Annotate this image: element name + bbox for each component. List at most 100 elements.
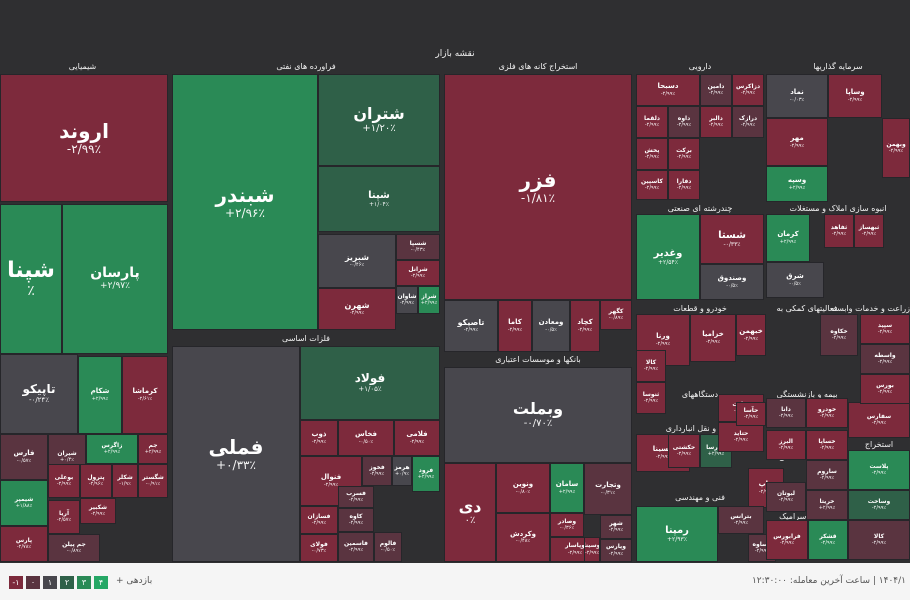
stock-tile[interactable]: اروند -۲/۹۹٪	[0, 74, 168, 202]
stock-tile[interactable]: شکلر -۱/۹٪	[112, 464, 138, 498]
stock-tile[interactable]: ثبهساز -۲/۹۹٪	[854, 214, 884, 248]
stock-tile[interactable]: فرود +۲/۹۹٪	[412, 456, 440, 492]
stock-tile[interactable]: وصندوق -۰/۵٪	[700, 264, 764, 300]
stock-tile[interactable]: فملی +۰/۳۳٪	[172, 346, 300, 562]
stock-tile[interactable]: آریا -۲/۵۷٪	[48, 500, 80, 534]
stock-tile[interactable]: شپنا +۱/۰۴٪	[318, 166, 440, 232]
stock-tile[interactable]: دالبر -۲/۹۹٪	[700, 106, 732, 138]
stock-tile[interactable]: فولاد +۱/۰۵٪	[300, 346, 440, 420]
stock-tile[interactable]: شگستر -۰/۹۱٪	[138, 464, 168, 498]
stock-tile[interactable]: واسطه -۲/۹۹٪	[860, 344, 910, 374]
stock-tile[interactable]: دلقما -۲/۹۹٪	[636, 106, 668, 138]
stock-tile[interactable]: خساپا -۲/۹۹٪	[806, 430, 848, 460]
stock-tile[interactable]: وسینا -۲/۹۹٪	[584, 537, 600, 562]
stock-tile[interactable]: کاسپین -۲/۹۹٪	[636, 170, 668, 200]
stock-tile[interactable]: دزاکرس -۲/۹۹٪	[732, 74, 764, 106]
stock-tile[interactable]: داوه -۲/۹۹٪	[668, 106, 700, 138]
stock-tile[interactable]: دی ۰٪	[444, 463, 496, 562]
stock-tile[interactable]: بوعلی -۲/۹۹٪	[48, 464, 80, 498]
stock-tile[interactable]: کاما -۲/۹۹٪	[498, 300, 532, 352]
stock-tile[interactable]: پخش -۲/۹۹٪	[636, 138, 668, 170]
stock-tile[interactable]: وبهمن -۲/۹۹٪	[882, 118, 910, 178]
stock-tile[interactable]: حآسا -۲/۹۹٪	[736, 402, 766, 426]
stock-tile[interactable]: شیمپر +۱/۸۸٪	[0, 480, 48, 526]
stock-tile[interactable]: وکردش -۰/۴۸٪	[496, 513, 550, 562]
stock-tile[interactable]: وساپا -۲/۹۹٪	[828, 74, 882, 118]
stock-tile[interactable]: خبهمن -۲/۹۹٪	[736, 314, 766, 356]
stock-tile[interactable]: شهر -۲/۹۹٪	[600, 515, 632, 539]
stock-tile[interactable]: سپید -۲/۹۹٪	[860, 314, 910, 344]
stock-tile[interactable]: بترانس -۲/۹۹٪	[718, 506, 764, 534]
stock-tile[interactable]: خودرو -۲/۹۹٪	[806, 398, 848, 428]
stock-tile[interactable]: خکاوه -۲/۹۹٪	[820, 314, 858, 356]
stock-tile[interactable]: جم +۲/۹۹٪	[138, 434, 168, 464]
stock-tile[interactable]: خریتا +۲/۹۹٪	[806, 490, 848, 520]
stock-tile[interactable]: وسپه +۲/۹۹٪	[766, 166, 828, 202]
stock-tile[interactable]: خزامیا -۲/۹۹٪	[690, 314, 736, 362]
stock-tile[interactable]: فلامی -۲/۹۹٪	[394, 420, 440, 456]
stock-tile[interactable]: قشکر -۲/۹۹٪	[808, 520, 848, 560]
stock-tile[interactable]: بورس -۲/۹۹٪	[860, 374, 910, 404]
stock-tile[interactable]: فخوز -۲/۹۹٪	[362, 456, 392, 486]
stock-tile[interactable]: فخاس -۰/۵۰٪	[338, 420, 394, 456]
stock-tile[interactable]: رمپنا +۲/۹۳٪	[636, 506, 718, 562]
stock-tile[interactable]: سامان +۲/۹۹٪	[550, 463, 584, 513]
stock-tile[interactable]: سفارس -۲/۹۹٪	[848, 402, 910, 438]
stock-tile[interactable]: شستا -۰/۳۳٪	[700, 214, 764, 264]
stock-tile[interactable]: شسپا -۰/۴۳٪	[396, 234, 440, 260]
stock-tile[interactable]: شپنا ٪	[0, 204, 62, 354]
stock-tile[interactable]: حکشتی -۲/۹۹٪	[668, 434, 700, 468]
stock-tile[interactable]: کرمان +۲/۹۹٪	[766, 214, 810, 262]
stock-tile[interactable]: ومعادن -۰/۵٪	[532, 300, 570, 352]
stock-tile[interactable]: شبندر +۲/۹۶٪	[172, 74, 318, 330]
stock-tile[interactable]: هرمز +۰/۹٪	[392, 456, 412, 486]
stock-tile[interactable]: فسازان -۲/۹۹٪	[300, 506, 338, 534]
stock-tile[interactable]: تاپیکو -۰/۲۴٪	[0, 354, 78, 434]
stock-tile[interactable]: فالوم -۰/۵۰٪	[374, 532, 402, 562]
stock-tile[interactable]: فاسمین -۲/۹۹٪	[338, 532, 374, 562]
stock-tile[interactable]: کرماشا -۲/۶۱٪	[122, 356, 168, 434]
stock-tile[interactable]: ساروم -۲/۹۹٪	[806, 460, 848, 490]
stock-tile[interactable]: وساخت -۲/۹۹٪	[848, 490, 910, 520]
stock-tile[interactable]: وتجارت -۰/۳۱٪	[584, 463, 632, 515]
stock-tile[interactable]: فارس -۰/۵۷٪	[0, 434, 48, 480]
stock-tile[interactable]: وصادر -۰/۳۶٪	[550, 513, 584, 537]
stock-tile[interactable]: شتران +۱/۲۰٪	[318, 74, 440, 166]
stock-tile[interactable]: کالا -۲/۹۹٪	[636, 350, 666, 382]
stock-tile[interactable]: کچاد -۲/۹۹٪	[570, 300, 600, 352]
stock-tile[interactable]: فولای -۰/۷۳٪	[300, 534, 338, 562]
stock-tile[interactable]: کاوه -۲/۹۹٪	[338, 508, 374, 532]
stock-tile[interactable]: وغدیر +۲/۵۴٪	[636, 214, 700, 300]
stock-tile[interactable]: دفارا -۲/۹۹٪	[668, 170, 700, 200]
stock-tile[interactable]: پترول -۲/۹۶٪	[80, 464, 112, 498]
stock-tile[interactable]: دامین -۲/۹۹٪	[700, 74, 732, 106]
stock-tile[interactable]: شرانل -۲/۹۹٪	[396, 260, 440, 286]
stock-tile[interactable]: نماد -۰/۰۳٪	[766, 74, 828, 118]
stock-tile[interactable]: برکت -۲/۹۹٪	[668, 138, 700, 170]
stock-tile[interactable]: شرق -۰/۵٪	[766, 262, 824, 298]
stock-tile[interactable]: شکام +۲/۹۹٪	[78, 356, 122, 434]
stock-tile[interactable]: تاصیکو -۲/۹۹٪	[444, 300, 498, 352]
stock-tile[interactable]: ونوین -۰/۸۰٪	[496, 463, 550, 513]
stock-tile[interactable]: دسبحا -۲/۹۹٪	[636, 74, 700, 106]
stock-tile[interactable]: پارسان +۲/۹۷٪	[62, 204, 168, 354]
stock-tile[interactable]: دانا -۲/۹۹٪	[766, 398, 806, 428]
stock-tile[interactable]: فرابورس -۲/۹۹٪	[766, 520, 808, 560]
stock-tile[interactable]: پارس -۲/۷۸٪	[0, 526, 48, 562]
stock-tile[interactable]: کالا -۲/۹۹٪	[848, 520, 910, 560]
stock-tile[interactable]: ذوب -۲/۹۹٪	[300, 420, 338, 456]
stock-tile[interactable]: وبملت -۰/۷۰٪	[444, 367, 632, 463]
stock-tile[interactable]: حتاید -۲/۹۹٪	[718, 422, 764, 452]
stock-tile[interactable]: البرز -۲/۹۹٪	[766, 430, 806, 460]
stock-tile[interactable]: لبوتان -۲/۹۹٪	[766, 482, 806, 512]
stock-tile[interactable]: شاوان -۲/۹۹٪	[396, 286, 418, 314]
stock-tile[interactable]: پلاست -۲/۹۹٪	[848, 450, 910, 490]
stock-tile[interactable]: کگهر -۰/۸۹٪	[600, 300, 632, 330]
stock-tile[interactable]: شکبیر -۲/۹۹٪	[80, 498, 116, 524]
stock-tile[interactable]: شبریز -۰/۴۶٪	[318, 234, 396, 288]
stock-tile[interactable]: شهرن -۲/۹۹٪	[318, 288, 396, 330]
stock-tile[interactable]: زاگرس +۲/۹۹٪	[86, 434, 138, 464]
stock-tile[interactable]: فسرب -۲/۹۹٪	[338, 486, 374, 508]
stock-tile[interactable]: مهر -۲/۹۹٪	[766, 118, 828, 166]
stock-tile[interactable]: ثنوسا -۲/۹۹٪	[636, 382, 666, 414]
